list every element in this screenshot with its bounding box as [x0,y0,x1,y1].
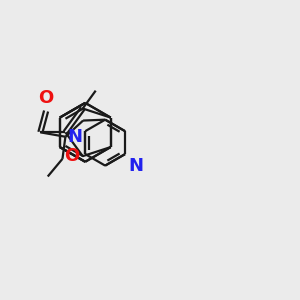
Text: N: N [68,128,82,146]
Text: O: O [64,147,80,165]
Text: O: O [38,89,54,107]
Text: N: N [128,157,143,175]
